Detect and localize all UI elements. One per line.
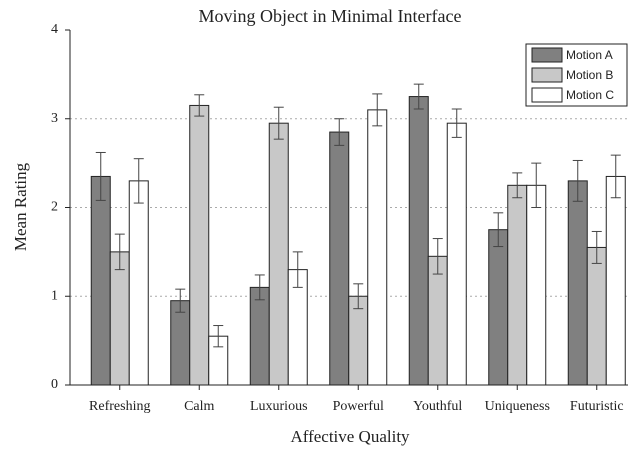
y-axis-label: Mean Rating bbox=[11, 162, 30, 251]
y-tick-label: 0 bbox=[51, 377, 58, 392]
error-bar bbox=[292, 251, 303, 288]
legend-label: Motion C bbox=[566, 88, 614, 102]
bar bbox=[488, 229, 509, 386]
bar bbox=[526, 184, 547, 386]
legend-swatch bbox=[531, 67, 563, 83]
error-bar bbox=[432, 238, 443, 275]
bar bbox=[348, 295, 369, 386]
y-tick-label: 2 bbox=[51, 200, 58, 215]
bar bbox=[128, 180, 149, 386]
x-tick-label: Refreshing bbox=[89, 399, 150, 414]
bar bbox=[567, 180, 588, 386]
error-bar bbox=[572, 159, 583, 202]
error-bar bbox=[133, 158, 144, 204]
bar bbox=[268, 122, 289, 386]
bar bbox=[427, 255, 448, 386]
bar bbox=[446, 122, 467, 386]
x-tick-label: Powerful bbox=[333, 399, 384, 414]
error-bar bbox=[591, 230, 602, 264]
x-tick-label: Futuristic bbox=[570, 399, 624, 414]
legend-swatch bbox=[531, 87, 563, 103]
y-tick-label: 1 bbox=[51, 288, 58, 303]
bar bbox=[586, 246, 607, 386]
y-tick-label: 4 bbox=[51, 22, 58, 37]
error-bar bbox=[531, 162, 542, 208]
legend-label: Motion A bbox=[566, 48, 613, 62]
error-bar bbox=[493, 212, 504, 248]
chart-title: Moving Object in Minimal Interface bbox=[199, 6, 462, 26]
x-tick-label: Uniqueness bbox=[485, 399, 550, 414]
bar bbox=[90, 175, 111, 386]
bar bbox=[189, 104, 210, 386]
error-bar bbox=[413, 83, 424, 110]
error-bar bbox=[254, 274, 265, 301]
error-bar bbox=[175, 288, 186, 313]
error-bar bbox=[213, 325, 224, 348]
error-bar bbox=[273, 106, 284, 140]
bar bbox=[367, 109, 388, 386]
x-tick-label: Luxurious bbox=[250, 399, 308, 414]
x-tick-label: Calm bbox=[184, 399, 214, 414]
error-bar bbox=[334, 118, 345, 146]
error-bar bbox=[353, 283, 364, 310]
bar bbox=[249, 286, 270, 386]
bar bbox=[605, 175, 626, 386]
error-bar bbox=[610, 154, 621, 199]
x-axis-label: Affective Quality bbox=[290, 427, 410, 446]
bar bbox=[507, 184, 528, 386]
legend: Motion A Motion B Motion C bbox=[525, 43, 628, 107]
error-bar bbox=[95, 151, 106, 201]
error-bar bbox=[114, 233, 125, 271]
bar bbox=[109, 251, 130, 386]
bar bbox=[329, 131, 350, 386]
bar bbox=[170, 300, 191, 386]
bar bbox=[408, 96, 429, 386]
y-tick-label: 3 bbox=[51, 111, 58, 126]
legend-label: Motion B bbox=[566, 68, 613, 82]
error-bar bbox=[372, 93, 383, 127]
error-bar bbox=[194, 94, 205, 117]
error-bar bbox=[451, 108, 462, 138]
legend-swatch bbox=[531, 47, 563, 63]
x-tick-label: Youthful bbox=[413, 399, 462, 414]
error-bar bbox=[512, 172, 523, 199]
